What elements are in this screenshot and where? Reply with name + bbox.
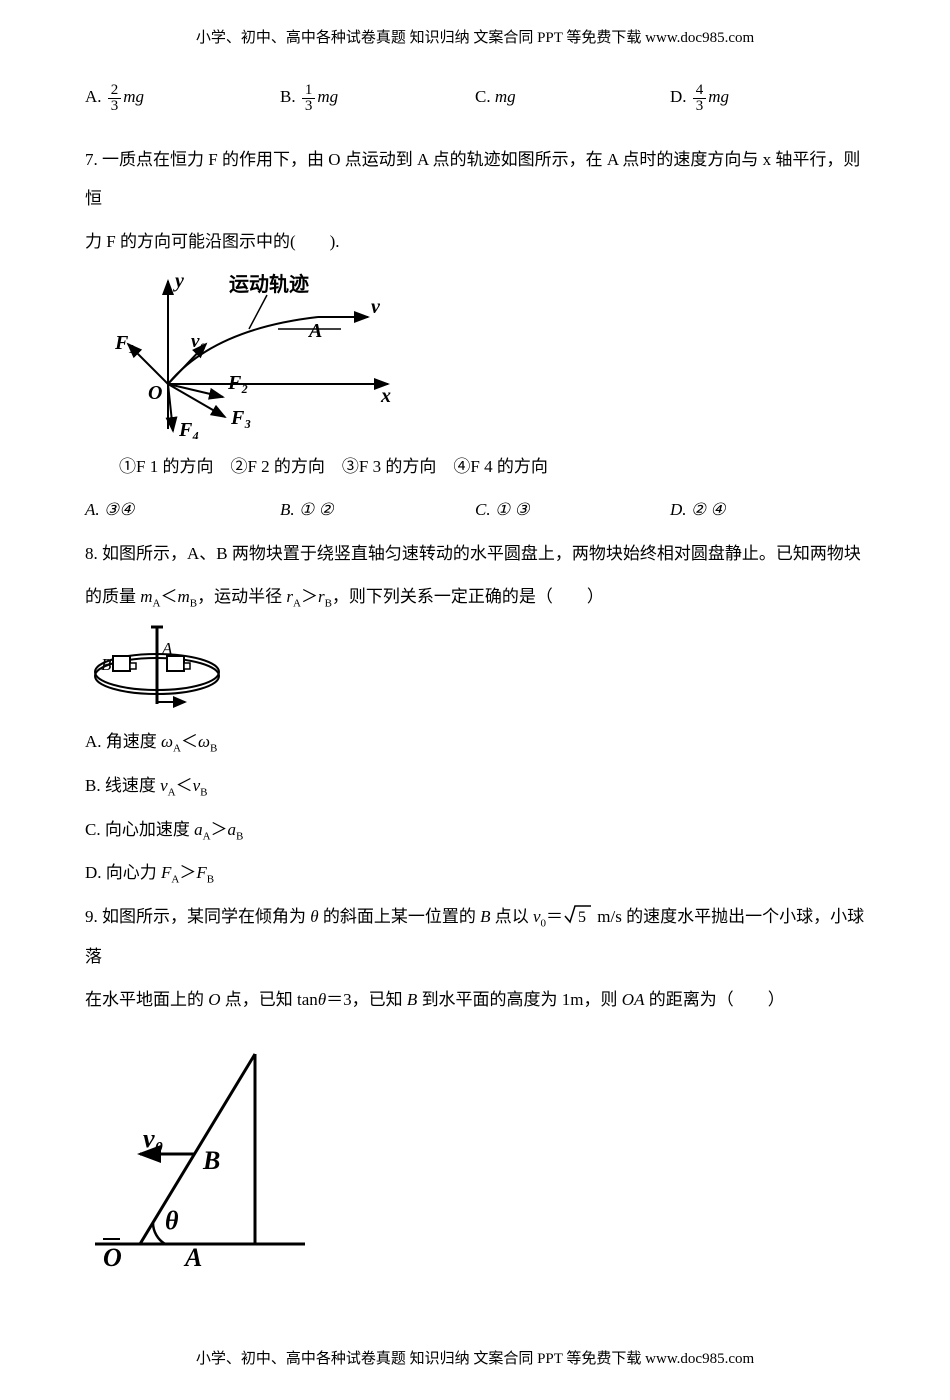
q8-stem-line1: 8. 如图所示，A、B 两物块置于绕竖直轴匀速转动的水平圆盘上，两物块始终相对圆… bbox=[85, 534, 865, 573]
q7-v-label: v bbox=[371, 296, 381, 318]
page-footer: 小学、初中、高中各种试卷真题 知识归纳 文案合同 PPT 等免费下载 www.d… bbox=[85, 1349, 865, 1370]
q8-opt-c: C. 向心加速度 aA＞aB bbox=[85, 810, 865, 850]
q6-c-text: mg bbox=[495, 87, 516, 106]
q6-b-tail: mg bbox=[317, 87, 338, 106]
q6-d-tail: mg bbox=[708, 87, 729, 106]
q7-F3-label: F₃ bbox=[230, 407, 251, 429]
q6-opt-d: D. 43mg bbox=[670, 77, 865, 116]
q9-stem-line2: 在水平地面上的 O 点，已知 tanθ＝3，已知 B 到水平面的高度为 1m，则… bbox=[85, 980, 865, 1019]
q6-b-prefix: B. bbox=[280, 87, 300, 106]
q8-opt-a: A. 角速度 ωA＜ωB bbox=[85, 722, 865, 762]
q6-a-tail: mg bbox=[123, 87, 144, 106]
q6-a-prefix: A. bbox=[85, 87, 106, 106]
q8-A-label: A bbox=[161, 639, 173, 658]
q7-F1-label: F₁ bbox=[114, 332, 135, 354]
q9-theta-label: θ bbox=[165, 1206, 179, 1235]
q6-b-den: 3 bbox=[302, 99, 316, 114]
q7-opt-c: C. ① ③ bbox=[475, 490, 670, 529]
q7-opt-b: B. ① ② bbox=[280, 490, 475, 529]
q7-opt-d: D. ② ④ bbox=[670, 490, 865, 529]
q6-d-prefix: D. bbox=[670, 87, 691, 106]
q6-d-den: 3 bbox=[693, 99, 707, 114]
q7-stem-line2: 力 F 的方向可能沿图示中的( ). bbox=[85, 222, 865, 261]
q9-A-label: A bbox=[183, 1243, 202, 1269]
q7-stem-line1: 7. 一质点在恒力 F 的作用下，由 O 点运动到 A 点的轨迹如图所示，在 A… bbox=[85, 140, 865, 218]
q7-v0-label: v₀ bbox=[191, 331, 206, 352]
q9-figure: v₀ B θ O A bbox=[85, 1039, 865, 1269]
q9-O-label: O bbox=[103, 1243, 122, 1269]
q7-F2-label: F₂ bbox=[227, 372, 248, 394]
q9-v0-label: v₀ bbox=[143, 1124, 164, 1153]
q8-figure: B A bbox=[85, 624, 865, 714]
q8-B-label: B bbox=[101, 655, 112, 674]
q8-opt-d: D. 向心力 FA＞FB bbox=[85, 853, 865, 893]
q9-B-label: B bbox=[202, 1146, 220, 1175]
q6-b-num: 1 bbox=[302, 83, 316, 99]
q7-figure: y x 运动轨迹 v v₀ A O F₁ F₂ F₃ F₄ bbox=[113, 269, 865, 439]
q7-opt-a: A. ③④ bbox=[85, 490, 280, 529]
q6-a-den: 3 bbox=[108, 99, 122, 114]
q7-choices: ①F 1 的方向 ②F 2 的方向 ③F 3 的方向 ④F 4 的方向 bbox=[85, 447, 865, 486]
q7-A-label: A bbox=[307, 320, 322, 342]
q7-F4-label: F₄ bbox=[178, 419, 199, 439]
q7-y-label: y bbox=[173, 270, 184, 292]
q7-x-label: x bbox=[380, 385, 391, 407]
q8-opt-b: B. 线速度 vA＜vB bbox=[85, 766, 865, 806]
q6-opt-b: B. 13mg bbox=[280, 77, 475, 116]
q6-a-num: 2 bbox=[108, 83, 122, 99]
q9-stem-line1: 9. 如图所示，某同学在倾角为 θ 的斜面上某一位置的 B 点以 v0＝5 m/… bbox=[85, 897, 865, 976]
q7-O-label: O bbox=[148, 382, 162, 404]
q7-options: A. ③④ B. ① ② C. ① ③ D. ② ④ bbox=[85, 490, 865, 529]
q6-c-prefix: C. bbox=[475, 87, 495, 106]
q6-opt-a: A. 23mg bbox=[85, 77, 280, 116]
q6-opt-c: C. mg bbox=[475, 77, 670, 116]
page-header: 小学、初中、高中各种试卷真题 知识归纳 文案合同 PPT 等免费下载 www.d… bbox=[85, 28, 865, 49]
svg-text:5: 5 bbox=[578, 909, 586, 926]
q6-d-num: 4 bbox=[693, 83, 707, 99]
q8-stem-line2: 的质量 mA＜mB，运动半径 rA＞rB，则下列关系一定正确的是（ ） bbox=[85, 577, 865, 617]
q7-traj-label: 运动轨迹 bbox=[229, 272, 309, 296]
q6-options: A. 23mg B. 13mg C. mg D. 43mg bbox=[85, 77, 865, 116]
